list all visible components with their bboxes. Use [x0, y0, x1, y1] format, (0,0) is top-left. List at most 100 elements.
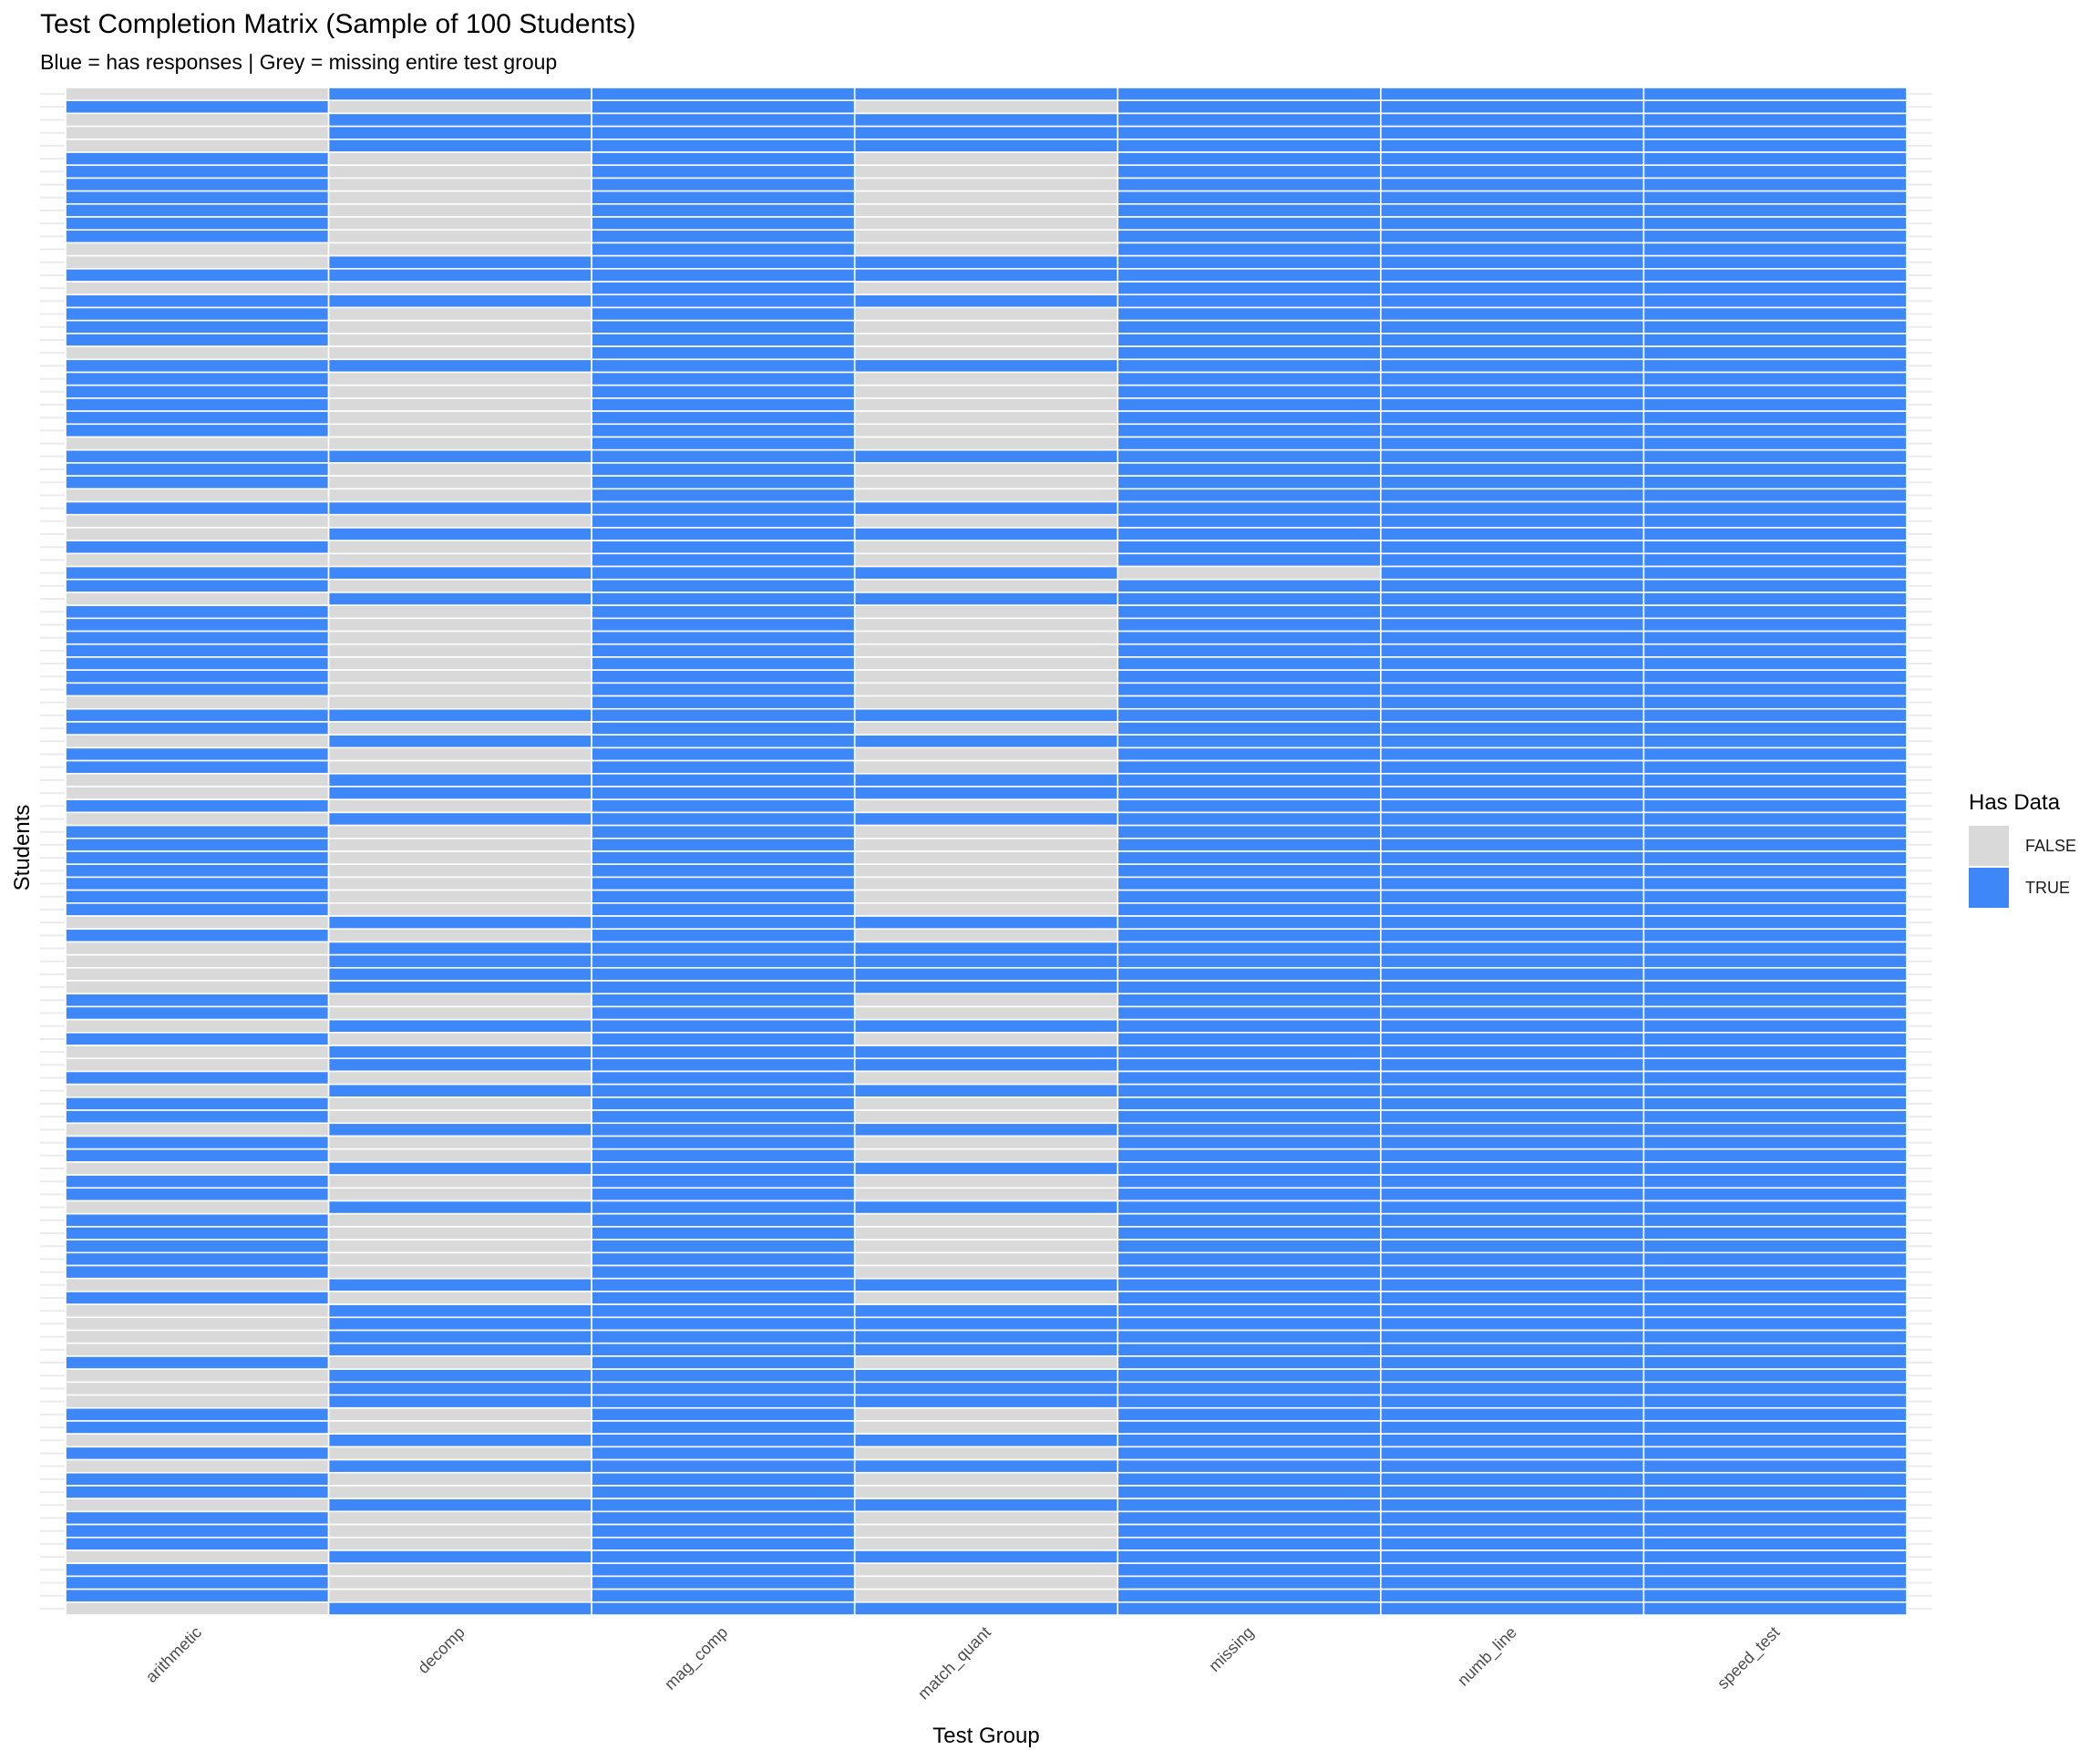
heatmap-cell: [591, 1601, 856, 1616]
heatmap-cell: [1117, 721, 1382, 736]
heatmap-cell: [65, 1277, 330, 1292]
heatmap-cell: [1380, 915, 1645, 931]
heatmap-cell: [65, 513, 330, 529]
heatmap-cell: [853, 786, 1119, 800]
heatmap-cell: [1117, 772, 1382, 788]
heatmap-cell: [853, 1083, 1119, 1098]
heatmap-cell: [327, 1575, 592, 1590]
heatmap-cell: [1117, 837, 1382, 852]
heatmap-cell: [65, 734, 330, 749]
heatmap-cell: [1380, 358, 1645, 374]
heatmap-cell: [1117, 125, 1382, 140]
heatmap-cell: [1117, 863, 1382, 879]
heatmap-cell: [1380, 1510, 1645, 1526]
heatmap-cell: [65, 203, 330, 218]
heatmap-cell: [1642, 617, 1908, 633]
heatmap-cell: [1642, 1122, 1908, 1138]
heatmap-cell: [65, 1005, 330, 1021]
heatmap-cell: [1117, 552, 1382, 568]
heatmap-cell: [591, 151, 856, 167]
heatmap-cell: [1642, 1226, 1908, 1240]
heatmap-cell: [327, 1562, 592, 1578]
heatmap-cell: [591, 578, 856, 593]
heatmap-cell: [1642, 1135, 1908, 1150]
heatmap-cell: [1117, 1109, 1382, 1125]
heatmap-cell: [853, 1549, 1119, 1564]
heatmap-cell: [853, 1057, 1119, 1073]
heatmap-cell: [1642, 1394, 1908, 1409]
heatmap-cell: [853, 254, 1119, 270]
heatmap-cell: [65, 850, 330, 865]
heatmap-cell: [591, 863, 856, 879]
heatmap-cell: [591, 540, 856, 555]
heatmap-cell: [1642, 268, 1908, 283]
heatmap-cell: [1380, 1575, 1645, 1590]
heatmap-cell: [1380, 1148, 1645, 1163]
heatmap-cell: [1642, 333, 1908, 347]
heatmap-cell: [1380, 578, 1645, 593]
heatmap-cell: [1642, 824, 1908, 839]
heatmap-cell: [1380, 1420, 1645, 1435]
heatmap-cell: [65, 1045, 330, 1060]
heatmap-cell: [1380, 1291, 1645, 1305]
heatmap-cell: [65, 1291, 330, 1305]
heatmap-cell: [327, 1458, 592, 1474]
heatmap-cell: [853, 1406, 1119, 1422]
heatmap-cell: [853, 953, 1119, 969]
heatmap-cell: [327, 604, 592, 620]
heatmap-cell: [1642, 1199, 1908, 1215]
heatmap-cell: [591, 1070, 856, 1086]
heatmap-cell: [591, 1109, 856, 1125]
heatmap-cell: [1117, 1329, 1382, 1344]
heatmap-cell: [1380, 617, 1645, 633]
heatmap-cell: [591, 1549, 856, 1564]
heatmap-cell: [591, 643, 856, 658]
heatmap-cell: [1642, 1433, 1908, 1448]
heatmap-cell: [1642, 500, 1908, 516]
heatmap-cell: [327, 837, 592, 852]
heatmap-cell: [327, 513, 592, 529]
heatmap-cell: [1380, 1485, 1645, 1499]
heatmap-cell: [65, 695, 330, 710]
heatmap-cell: [1642, 488, 1908, 503]
heatmap-cell: [853, 410, 1119, 426]
heatmap-cell: [853, 1096, 1119, 1111]
heatmap-cell: [1380, 139, 1645, 153]
legend-title: Has Data: [1969, 790, 2061, 815]
heatmap-cell: [327, 190, 592, 205]
heatmap-cell: [1642, 306, 1908, 322]
heatmap-cell: [853, 436, 1119, 451]
heatmap-cell: [1642, 527, 1908, 541]
heatmap-cell: [591, 436, 856, 451]
heatmap-cell: [1380, 1601, 1645, 1616]
heatmap-cell: [853, 513, 1119, 529]
heatmap-cell: [853, 1588, 1119, 1603]
heatmap-cell: [1380, 811, 1645, 827]
heatmap-cell: [1380, 1523, 1645, 1539]
heatmap-cell: [65, 953, 330, 969]
heatmap-cell: [1117, 1498, 1382, 1513]
heatmap-cell: [1117, 1291, 1382, 1305]
heatmap-cell: [1642, 475, 1908, 490]
heatmap-cell: [591, 139, 856, 153]
heatmap-cell: [853, 1187, 1119, 1202]
heatmap-cell: [1117, 1510, 1382, 1526]
heatmap-cell: [1380, 345, 1645, 361]
heatmap-cell: [1642, 967, 1908, 982]
heatmap-cell: [327, 617, 592, 633]
heatmap-cell: [65, 268, 330, 283]
heatmap-cell: [591, 552, 856, 568]
heatmap-cell: [853, 1498, 1119, 1513]
heatmap-cell: [327, 592, 592, 606]
heatmap-cell: [1380, 824, 1645, 839]
heatmap-cell: [591, 1329, 856, 1344]
heatmap-cell: [1380, 1005, 1645, 1021]
heatmap-cell: [65, 915, 330, 931]
heatmap-cell: [591, 592, 856, 606]
heatmap-cell: [1117, 1083, 1382, 1098]
heatmap-cell: [1117, 1057, 1382, 1073]
heatmap-cell: [591, 229, 856, 244]
heatmap-cell: [1642, 565, 1908, 581]
heatmap-cell: [1117, 216, 1382, 232]
heatmap-cell: [853, 1536, 1119, 1551]
